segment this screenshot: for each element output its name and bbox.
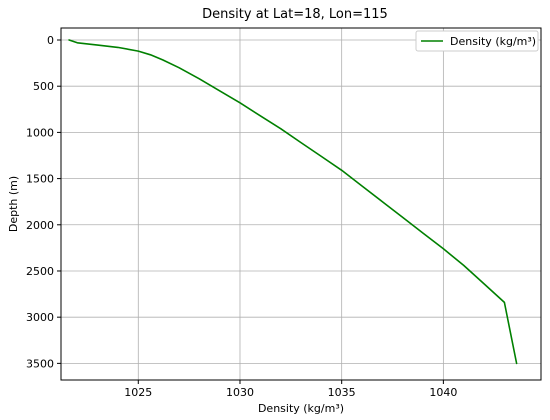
density-series-line: [68, 39, 518, 365]
y-tick-label: 2500: [26, 265, 54, 278]
y-tick-label: 500: [33, 80, 54, 93]
y-tick-label: 3000: [26, 311, 54, 324]
y-tick-label: 1000: [26, 126, 54, 139]
x-tick-label: 1025: [124, 386, 152, 399]
x-axis-title: Density (kg/m³): [258, 402, 344, 415]
series-layer: [68, 39, 518, 365]
y-tick-label: 0: [47, 34, 54, 47]
x-tick-label: 1035: [328, 386, 356, 399]
y-tick-label: 3500: [26, 357, 54, 370]
chart-title: Density at Lat=18, Lon=115: [202, 7, 388, 22]
legend: Density (kg/m³): [415, 30, 539, 52]
x-tick-label: 1040: [429, 386, 457, 399]
grid-layer: [61, 28, 541, 380]
x-tick-label: 1030: [226, 386, 254, 399]
tick-layer: 1025 1030 1035 1040 0 500 1000 1500 2000 2500 3000…: [26, 34, 457, 399]
legend-box: [415, 30, 539, 52]
y-axis-title: Depth (m): [7, 176, 20, 232]
legend-label: Density (kg/m³): [450, 35, 536, 48]
plot-frame: [60, 27, 542, 381]
y-tick-label: 1500: [26, 173, 54, 186]
y-tick-label: 2000: [26, 219, 54, 232]
